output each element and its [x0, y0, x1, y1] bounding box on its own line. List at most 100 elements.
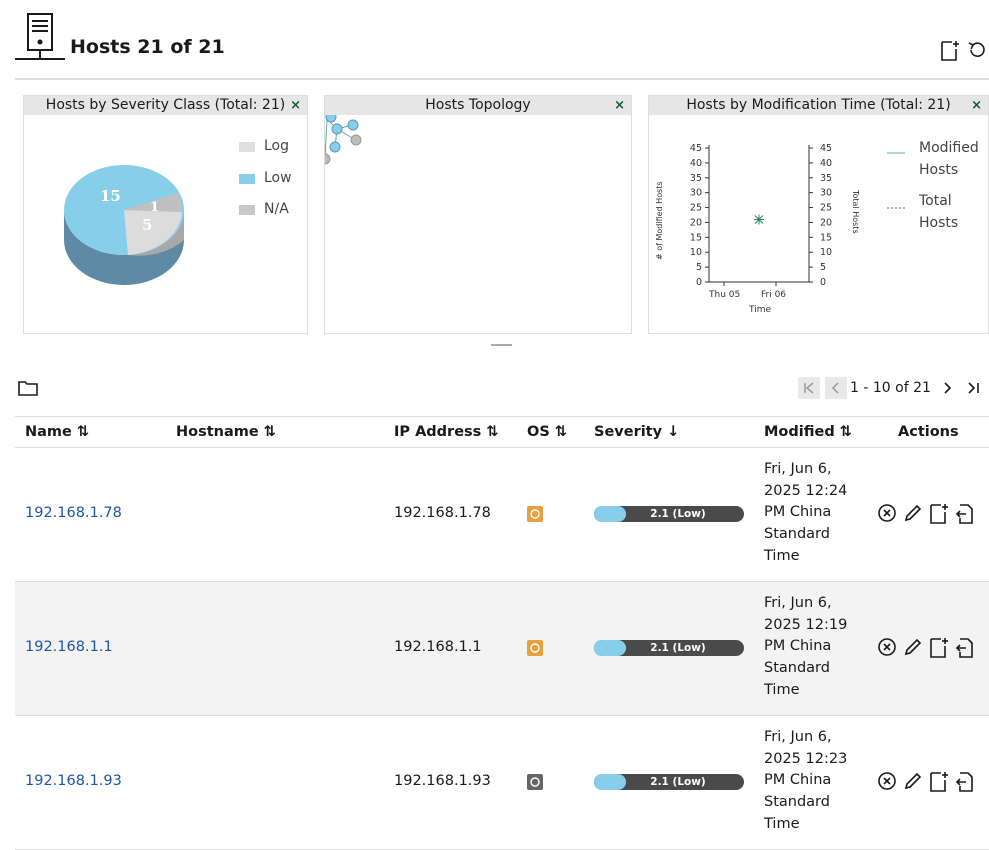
sort-icon: ⇅	[263, 424, 276, 440]
delete-icon[interactable]	[877, 637, 897, 663]
header-divider	[15, 78, 989, 80]
topology-node[interactable]	[331, 123, 343, 135]
severity-bar-fill	[594, 640, 626, 656]
modification-time-panel: Hosts by Modification Time (Total: 21) ×…	[648, 95, 989, 334]
y-tick-label: 30	[690, 188, 702, 199]
topology-node[interactable]	[329, 141, 341, 153]
pie-slice-na[interactable]	[124, 193, 183, 212]
legend-label-na: N/A	[264, 201, 289, 217]
modified-line: Standard	[764, 660, 830, 677]
column-header-name[interactable]: Name ⇅	[25, 424, 89, 440]
export-icon[interactable]	[955, 503, 975, 529]
panel-header[interactable]: Hosts by Modification Time (Total: 21) ×	[649, 96, 988, 115]
table-row: 192.168.1.78 192.168.1.78 2.1 (Low) Fri, Ju…	[15, 448, 989, 582]
host-name-link[interactable]: 192.168.1.78	[25, 505, 122, 521]
new-host-icon[interactable]	[940, 40, 960, 66]
row-actions	[877, 771, 975, 797]
chevron-right-icon	[944, 382, 952, 394]
new-note-icon[interactable]	[929, 637, 949, 663]
column-header-modified[interactable]: Modified ⇅	[764, 424, 852, 440]
x-axis-label: Time	[748, 305, 771, 315]
x-tick-thu: Thu 05	[708, 290, 740, 300]
sort-icon: ⇅	[554, 424, 567, 440]
close-panel-button[interactable]: ×	[290, 98, 301, 113]
pie-side	[64, 210, 184, 285]
column-header-severity[interactable]: Severity ↓	[594, 424, 679, 440]
column-header-label: IP Address	[394, 424, 482, 440]
column-header-label: Hostname	[176, 424, 259, 440]
modified-line: Time	[764, 815, 800, 832]
host-name-link[interactable]: 192.168.1.93	[25, 773, 122, 789]
pie-label-low: 15	[100, 187, 121, 205]
edit-icon[interactable]	[903, 771, 923, 797]
column-header-label: Modified	[764, 424, 835, 440]
dashboard-resize-handle[interactable]	[491, 344, 512, 346]
panel-header[interactable]: Hosts by Severity Class (Total: 21) ×	[24, 96, 307, 115]
row-actions	[877, 637, 975, 663]
y2-tick-label: 30	[820, 188, 832, 199]
close-panel-button[interactable]: ×	[971, 98, 982, 113]
panel-header[interactable]: Hosts Topology ×	[325, 96, 631, 115]
legend-text: Hosts	[919, 215, 959, 231]
data-point-modified-hosts[interactable]	[754, 214, 764, 225]
export-icon[interactable]	[955, 771, 975, 797]
table-row: 192.168.1.1 192.168.1.1 2.1 (Low) Fri, Jun …	[15, 582, 989, 716]
pie-slice-log[interactable]	[124, 210, 182, 255]
column-header-ip[interactable]: IP Address ⇅	[394, 424, 499, 440]
topology-node[interactable]	[325, 115, 337, 123]
edit-icon[interactable]	[903, 503, 923, 529]
column-header-os[interactable]: OS ⇅	[527, 424, 567, 440]
severity-pie-chart: 15 5 1	[64, 165, 185, 285]
panel-title: Hosts Topology	[425, 97, 531, 113]
topology-node[interactable]	[350, 134, 362, 146]
column-header-hostname[interactable]: Hostname ⇅	[176, 424, 276, 440]
close-panel-button[interactable]: ×	[614, 98, 625, 113]
first-page-button[interactable]	[798, 377, 820, 399]
topology-node[interactable]	[347, 119, 359, 131]
severity-bar: 2.1 (Low)	[594, 640, 744, 656]
pie-side-log	[128, 210, 185, 256]
last-page-button[interactable]	[966, 380, 982, 400]
y-tick-label: 45	[690, 143, 702, 154]
y-axis-label: # of Modified Hosts	[655, 181, 664, 260]
legend-text: Hosts	[919, 162, 959, 178]
topology-graph[interactable]	[325, 115, 632, 334]
reset-filter-icon[interactable]	[967, 40, 987, 64]
export-icon[interactable]	[955, 637, 975, 663]
delete-icon[interactable]	[877, 771, 897, 797]
column-header-label: Severity	[594, 424, 663, 440]
router-icon	[527, 640, 543, 656]
modified-line: Time	[764, 547, 800, 564]
legend-label-low: Low	[264, 170, 292, 186]
severity-label: 2.1 (Low)	[650, 508, 706, 520]
y-tick-label: 40	[690, 158, 702, 169]
column-header-label: OS	[527, 424, 550, 440]
ip-address-cell: 192.168.1.1	[394, 639, 482, 655]
legend-swatch-low	[239, 174, 255, 184]
previous-page-button[interactable]	[825, 377, 847, 399]
folder-icon[interactable]	[17, 379, 39, 401]
modified-cell: Fri, Jun 6, 2025 12:23 PM China Standard Tim…	[764, 727, 864, 836]
modified-line: Standard	[764, 526, 830, 543]
chevron-left-icon	[831, 382, 839, 394]
new-note-icon[interactable]	[929, 771, 949, 797]
pie-label-log: 5	[142, 216, 152, 234]
y-tick-label: 15	[690, 232, 702, 243]
linux-icon	[527, 774, 543, 790]
topology-node[interactable]	[325, 153, 331, 165]
pagination-range: 1 - 10 of 21	[850, 380, 931, 396]
column-header-actions: Actions	[898, 424, 959, 440]
delete-icon[interactable]	[877, 503, 897, 529]
legend-modified-hosts: Modified Hosts	[919, 137, 979, 181]
host-name-link[interactable]: 192.168.1.1	[25, 639, 113, 655]
panel-title: Hosts by Modification Time (Total: 21)	[686, 97, 951, 113]
legend-text: Modified	[919, 140, 979, 156]
modified-cell: Fri, Jun 6, 2025 12:24 PM China Standard Tim…	[764, 459, 864, 568]
modified-line: Fri, Jun 6,	[764, 595, 832, 611]
severity-class-panel: Hosts by Severity Class (Total: 21) × 15…	[23, 95, 308, 334]
modified-line: Fri, Jun 6,	[764, 729, 832, 745]
edit-icon[interactable]	[903, 637, 923, 663]
modified-line: Standard	[764, 794, 830, 811]
next-page-button[interactable]	[940, 380, 954, 400]
new-note-icon[interactable]	[929, 503, 949, 529]
